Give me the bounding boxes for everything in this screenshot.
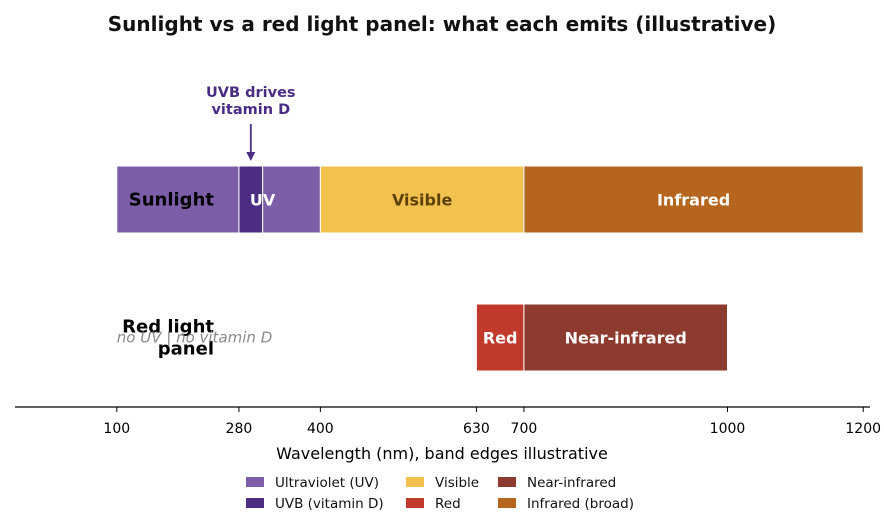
row-label-1: Red light panel	[122, 317, 214, 360]
x-tick-label-630: 630	[463, 421, 490, 437]
legend-swatch-uvb	[246, 498, 264, 508]
no-uv-note: no UV | no vitamin D	[117, 329, 272, 347]
band-visible-row0-3	[319, 165, 525, 234]
band-label-uv: UV	[250, 191, 276, 210]
legend-swatch-visible	[406, 477, 424, 487]
band-ir-row0-4	[523, 165, 864, 234]
row-label-0: Sunlight	[129, 190, 215, 211]
legend-swatch-nir	[498, 477, 516, 487]
uvb-annotation-arrow-head	[246, 152, 256, 161]
legend-label-uvb: UVB (vitamin D)	[275, 496, 384, 512]
x-axis-label: Wavelength (nm), band edges illustrative	[276, 444, 608, 463]
band-label-nir: Near-infrared	[565, 329, 687, 348]
x-tick-label-280: 280	[226, 421, 253, 437]
bands-layer	[116, 165, 864, 372]
x-tick-label-100: 100	[103, 421, 130, 437]
band-nir-row1-1	[523, 303, 729, 372]
legend-label-red: Red	[435, 496, 461, 512]
row-label-line: Sunlight	[129, 190, 215, 211]
band-label-red: Red	[483, 329, 518, 348]
legend-label-uv: Ultraviolet (UV)	[275, 475, 379, 491]
legend: Ultraviolet (UV) UVB (vitamin D) Visible Re…	[246, 475, 634, 512]
band-uv-row0-0	[116, 165, 240, 234]
band-uv-row0-2	[262, 165, 321, 234]
band-label-ir: Infrared	[657, 191, 730, 210]
legend-swatch-uv	[246, 477, 264, 487]
x-tick-label-700: 700	[511, 421, 538, 437]
labels-layer: Visible Infrared UV Sunlight UVB drives vitam…	[117, 85, 730, 360]
legend-label-ir: Infrared (broad)	[527, 496, 634, 512]
row-label-line: Red light	[122, 317, 214, 338]
x-tick-label-1200: 1200	[845, 421, 881, 437]
uvb-annotation: UVB drives vitamin D	[206, 85, 296, 118]
legend-swatch-red	[406, 498, 424, 508]
uvb-annotation-line: vitamin D	[211, 102, 290, 118]
row-label-line: panel	[158, 339, 214, 360]
uvb-annotation-line: UVB drives	[206, 85, 296, 101]
band-label-visible: Visible	[392, 191, 453, 210]
legend-swatch-ir	[498, 498, 516, 508]
x-axis-ticks: 100 280 400 630 700 1000 1200	[103, 407, 881, 437]
chart-title: Sunlight vs a red light panel: what each…	[108, 12, 776, 36]
band-red-row1-0	[475, 303, 525, 372]
x-tick-label-400: 400	[307, 421, 334, 437]
x-tick-label-1000: 1000	[710, 421, 746, 437]
legend-label-visible: Visible	[435, 475, 479, 491]
legend-label-nir: Near-infrared	[527, 475, 616, 491]
